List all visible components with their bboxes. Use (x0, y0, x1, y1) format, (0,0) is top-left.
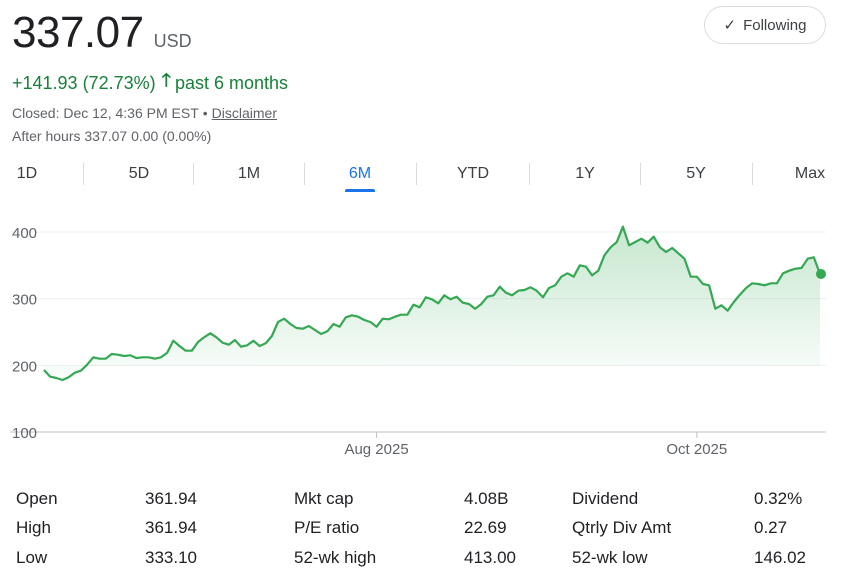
stat-value-52wk-high: 413.00 (464, 548, 516, 567)
y-tick-label: 300 (12, 292, 37, 309)
stat-label-mkt-cap: Mkt cap (294, 489, 354, 508)
change-value: +141.93 (72.73%) (12, 72, 156, 93)
stat-value-qtrly-div: 0.27 (754, 518, 788, 537)
stat-label-open: Open (16, 489, 58, 508)
tab-1d[interactable]: 1D (16, 165, 38, 182)
x-tick-label: Oct 2025 (666, 441, 727, 458)
price-header: 337.07 USD (12, 8, 192, 58)
tab-divider (752, 163, 753, 185)
stat-value-pe-ratio: 22.69 (464, 518, 507, 537)
closed-text: Closed: Dec 12, 4:36 PM EST (12, 105, 199, 121)
tab-divider (304, 163, 305, 185)
x-tick-label: Aug 2025 (344, 441, 408, 458)
last-price-dot (816, 269, 826, 279)
check-icon: ✓ (723, 17, 737, 34)
y-tick-label: 400 (12, 225, 37, 242)
tab-divider (416, 163, 417, 185)
change-period: past 6 months (174, 72, 289, 93)
after-hours-info: After hours 337.07 0.00 (0.00%) (12, 128, 212, 144)
stat-value-dividend: 0.32% (754, 489, 803, 508)
stat-label-low: Low (16, 548, 48, 567)
currency-label: USD (153, 31, 192, 51)
stat-value-open: 361.94 (145, 489, 197, 508)
tab-divider (83, 163, 84, 185)
tab-1m[interactable]: 1M (237, 165, 261, 182)
closed-info: Closed: Dec 12, 4:36 PM EST • Disclaimer (12, 105, 277, 121)
price-change: +141.93 (72.73%) 🡑 past 6 months (12, 68, 288, 98)
stat-value-mkt-cap: 4.08B (464, 489, 509, 508)
following-button[interactable]: ✓ Following (704, 6, 826, 44)
tab-5y[interactable]: 5Y (686, 165, 706, 182)
tab-5d[interactable]: 5D (128, 165, 150, 182)
stat-label-pe-ratio: P/E ratio (294, 518, 360, 537)
current-price: 337.07 (12, 8, 144, 57)
following-label: Following (743, 16, 807, 34)
tab-ytd[interactable]: YTD (457, 165, 489, 182)
disclaimer-link[interactable]: Disclaimer (211, 105, 278, 121)
stat-label-52wk-high: 52-wk high (294, 548, 377, 567)
stat-value-52wk-low: 146.02 (754, 548, 806, 567)
tab-divider (529, 163, 530, 185)
y-tick-label: 200 (12, 358, 37, 375)
price-line (43, 225, 822, 382)
stat-value-low: 333.10 (145, 548, 197, 567)
arrow-up-icon: 🡑 (161, 70, 171, 90)
stat-label-high: High (16, 518, 51, 537)
price-area (44, 226, 820, 380)
stat-value-high: 361.94 (145, 518, 197, 537)
tab-divider (640, 163, 641, 185)
tab-max[interactable]: Max (794, 165, 826, 182)
y-tick-label: 100 (12, 425, 37, 442)
tab-divider (193, 163, 194, 185)
range-tabs: 1D 5D 1M 6M YTD 1Y 5Y Max (0, 158, 841, 190)
stat-label-dividend: Dividend (572, 489, 639, 508)
tab-1y[interactable]: 1Y (575, 165, 595, 182)
tab-6m[interactable]: 6M (305, 158, 415, 190)
stat-label-qtrly-div: Qtrly Div Amt (572, 518, 672, 537)
stat-label-52wk-low: 52-wk low (572, 548, 648, 567)
separator: • (202, 105, 208, 121)
